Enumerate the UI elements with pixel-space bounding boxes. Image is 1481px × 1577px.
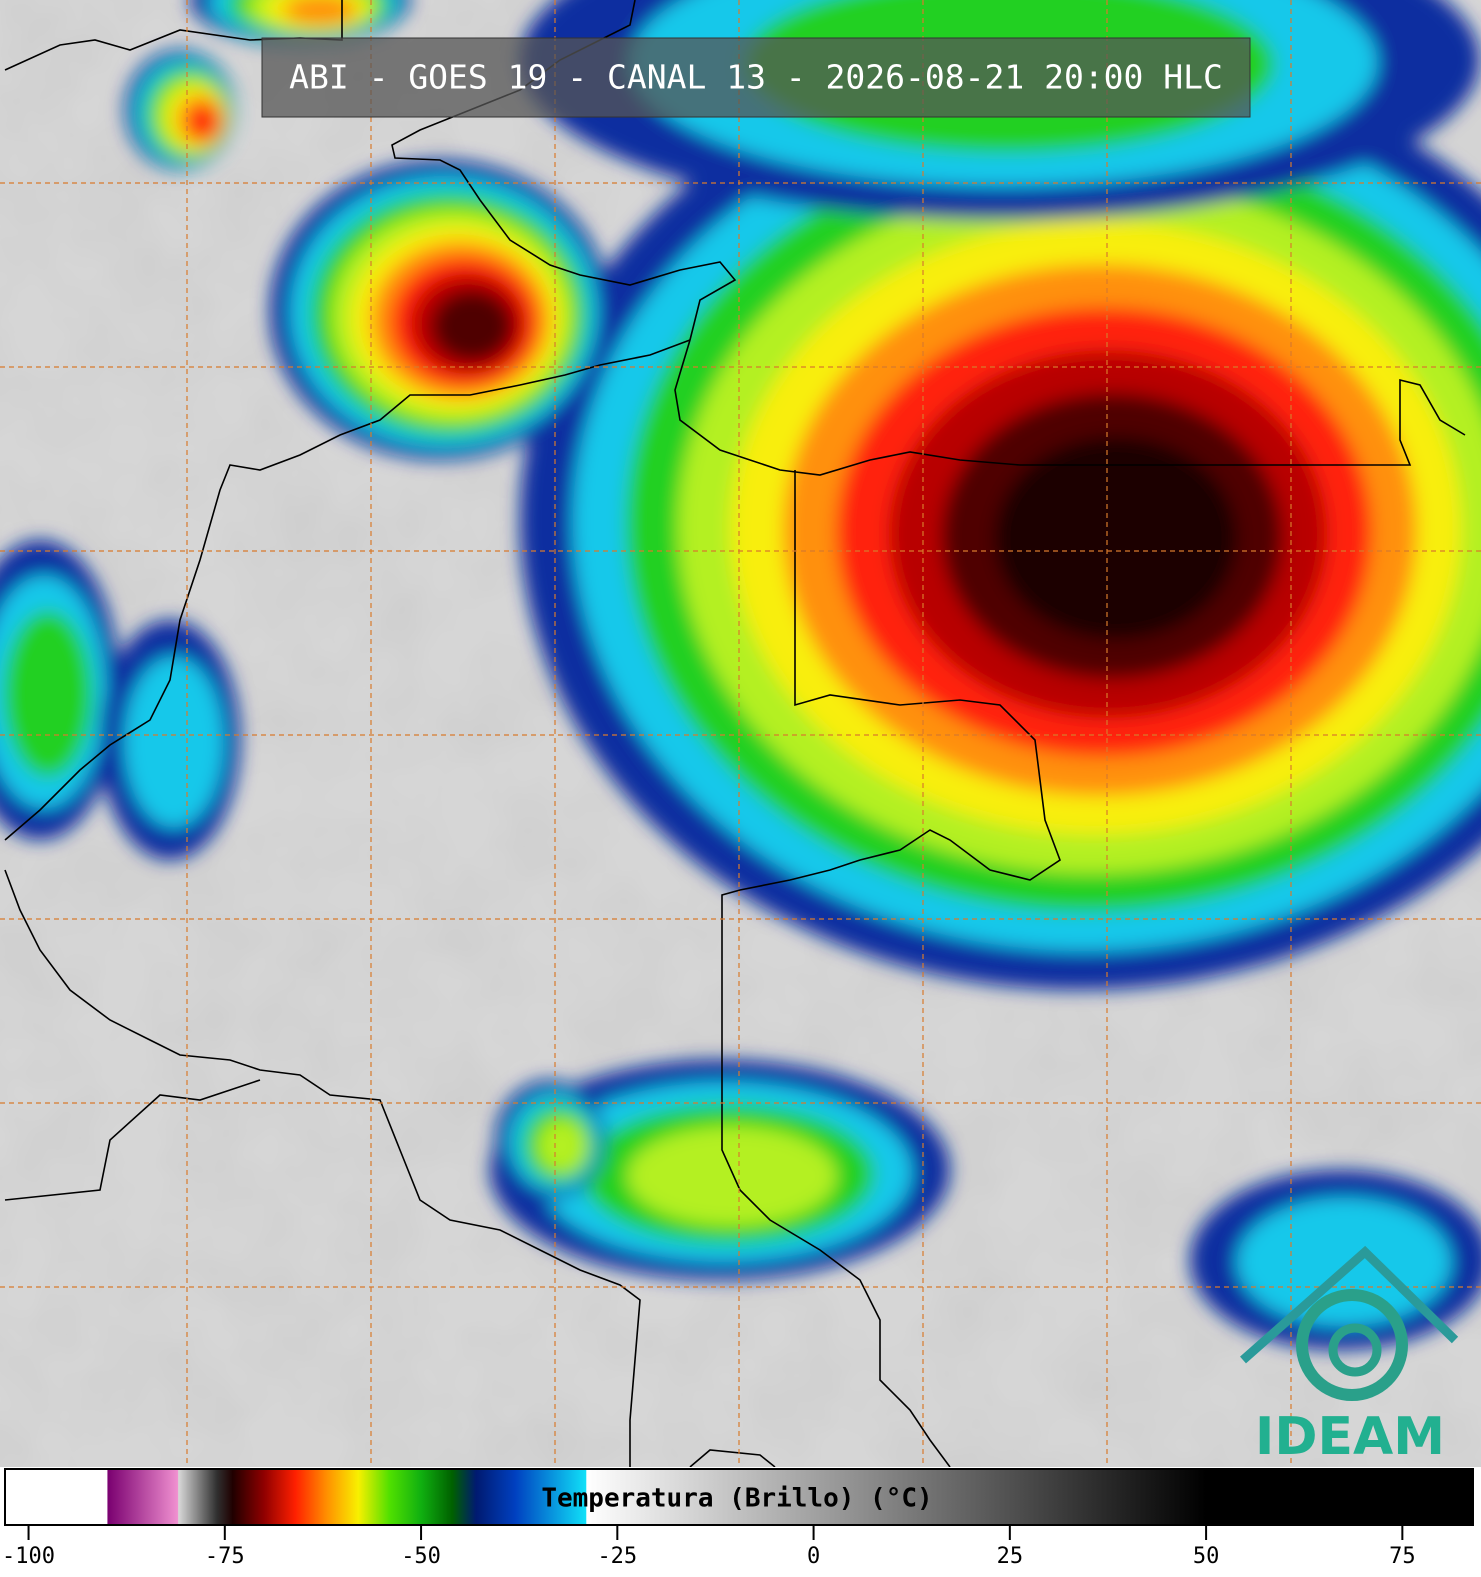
tick-label: 0 xyxy=(807,1544,820,1569)
logo: IDEAM xyxy=(1240,1245,1459,1467)
title: ABI - GOES 19 - CANAL 13 - 2026-08-21 20… xyxy=(289,58,1223,97)
tick-label: -75 xyxy=(205,1544,245,1569)
cloud-layer xyxy=(994,435,1238,641)
cloud-layer xyxy=(187,104,221,140)
colorbar: Temperatura (Brillo) (°C) -100 -75 -50 -25 0… xyxy=(2,1468,1474,1569)
cloud-layer xyxy=(431,290,513,362)
cloud-layer xyxy=(1236,1197,1452,1327)
borders xyxy=(4,0,1466,1467)
map: ABI - GOES 19 - CANAL 13 - 2026-08-21 20… xyxy=(0,0,1481,1467)
tick-label: -50 xyxy=(401,1544,441,1569)
tick-label: 25 xyxy=(997,1544,1024,1569)
cloud-layer xyxy=(537,1118,587,1174)
cloud-layer xyxy=(124,656,224,828)
logo-text: IDEAM xyxy=(1255,1407,1445,1467)
cloud-layer xyxy=(283,0,357,25)
tick-label: -25 xyxy=(597,1544,637,1569)
cloud-layer xyxy=(627,1126,837,1226)
tick-label: 50 xyxy=(1193,1544,1220,1569)
colorbar-scale xyxy=(4,1468,1474,1526)
tick-label: -100 xyxy=(2,1544,55,1569)
cloud-layer xyxy=(3,610,93,778)
title-box xyxy=(261,37,1251,118)
tick-label: 75 xyxy=(1389,1544,1416,1569)
graticule xyxy=(0,0,1481,1467)
colorbar-label: Temperatura (Brillo) (°C) xyxy=(541,1484,932,1514)
